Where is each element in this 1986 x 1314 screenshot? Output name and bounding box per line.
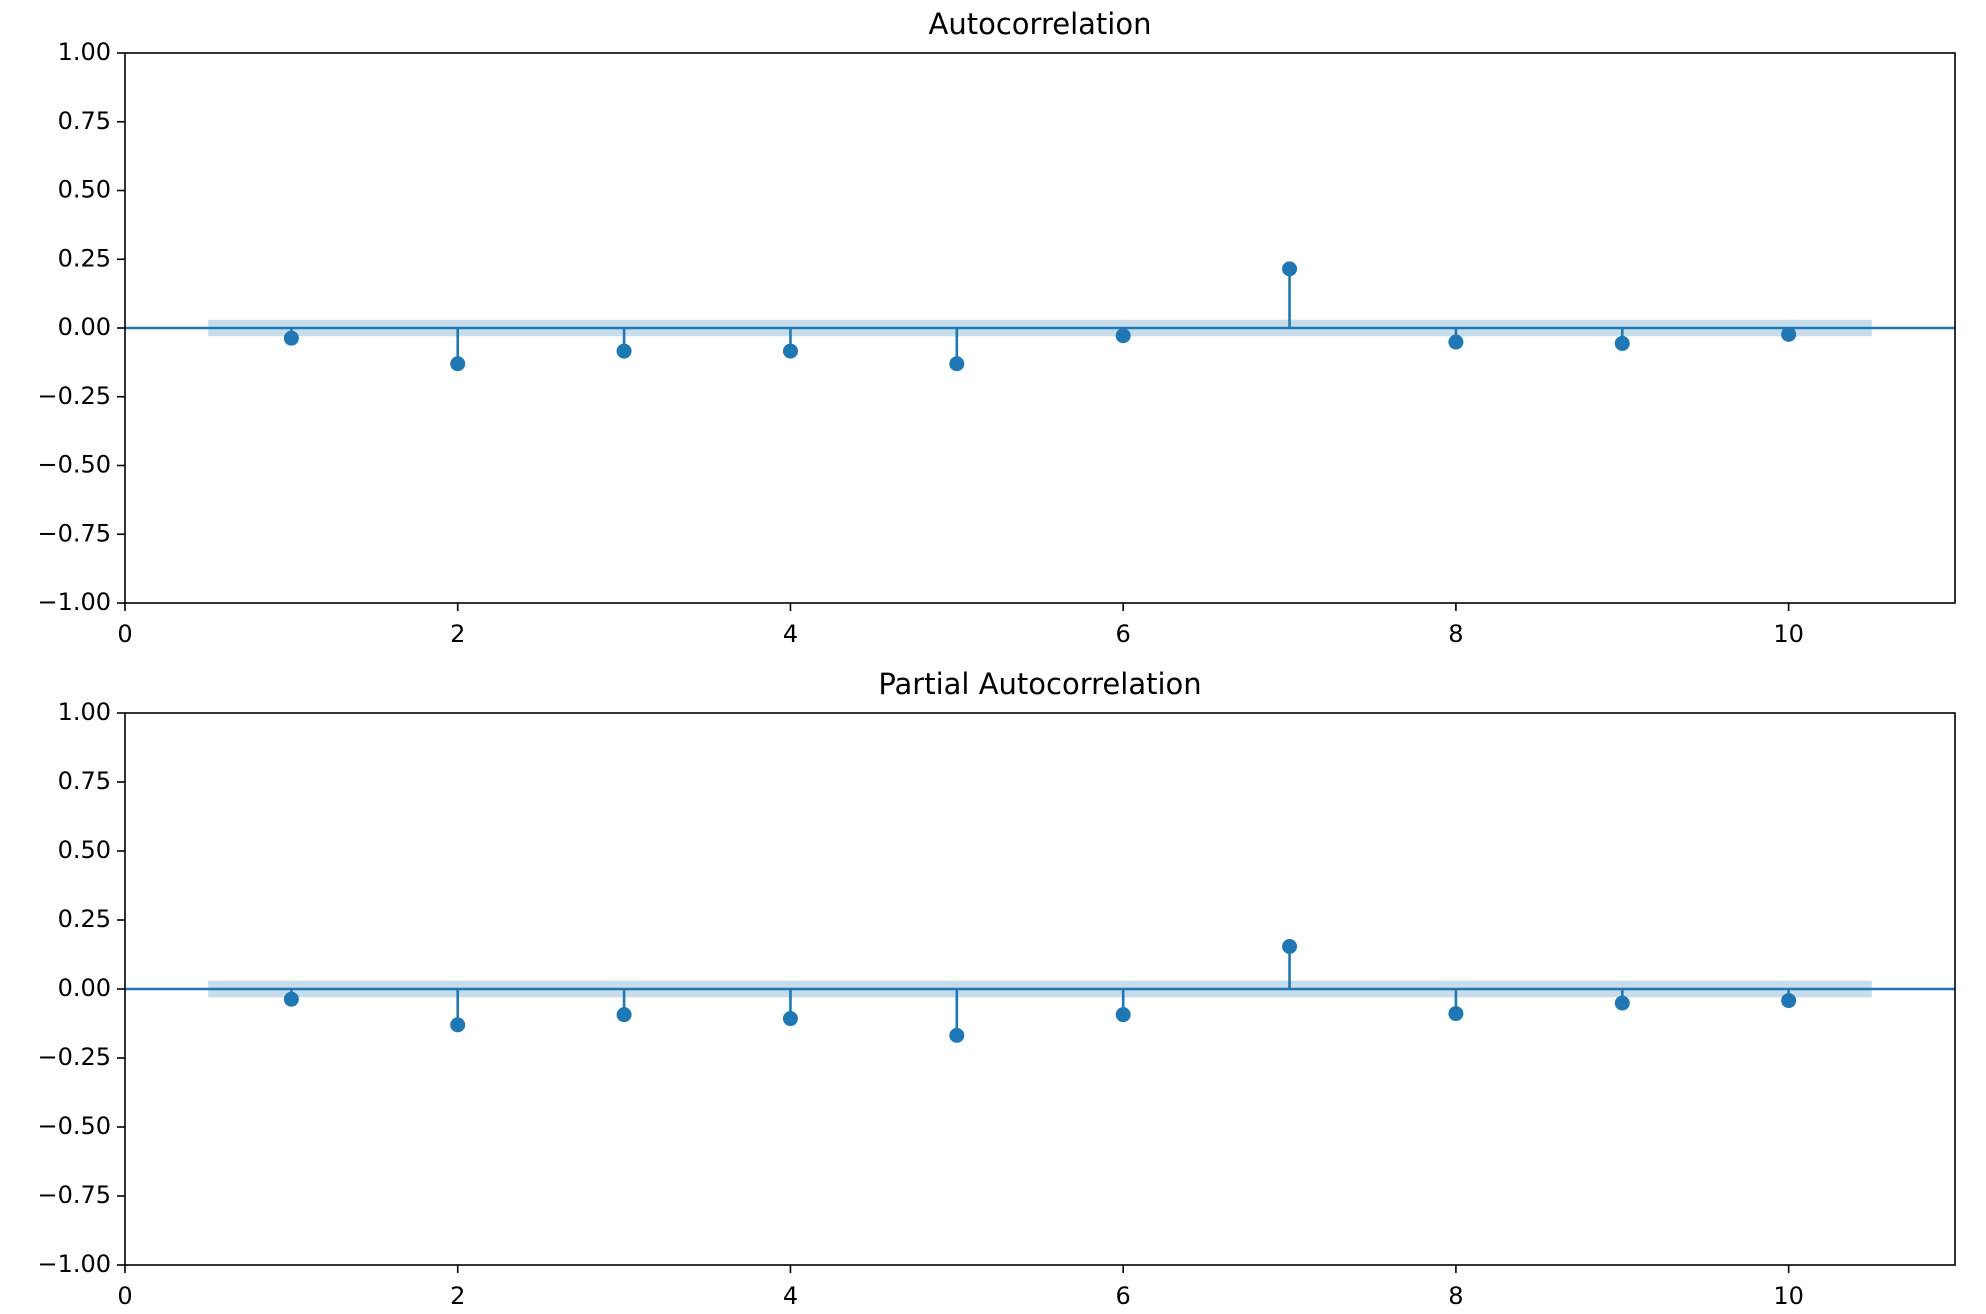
y-tick-label: −1.00: [37, 1250, 111, 1278]
marker: [1448, 1006, 1464, 1022]
marker: [616, 1007, 632, 1023]
y-tick-label: −0.50: [37, 451, 111, 479]
marker: [283, 991, 299, 1007]
x-tick-label: 0: [117, 1282, 132, 1310]
x-tick-label: 6: [1116, 620, 1131, 648]
y-tick-label: 0.75: [58, 107, 111, 135]
marker: [1448, 334, 1464, 350]
marker: [450, 1017, 466, 1033]
chart-title: Partial Autocorrelation: [878, 667, 1201, 701]
marker: [1614, 995, 1630, 1011]
y-tick-label: 1.00: [58, 698, 111, 726]
marker: [949, 356, 965, 372]
marker: [1115, 328, 1131, 344]
y-tick-label: −0.25: [37, 382, 111, 410]
y-tick-label: 0.25: [58, 905, 111, 933]
marker: [1781, 993, 1797, 1009]
marker: [616, 343, 632, 359]
y-tick-label: 0.00: [58, 313, 111, 341]
y-tick-label: 0.50: [58, 836, 111, 864]
y-tick-label: −1.00: [37, 588, 111, 616]
marker: [1115, 1007, 1131, 1023]
y-tick-label: 1.00: [58, 38, 111, 66]
y-tick-label: 0.25: [58, 244, 111, 272]
y-tick-label: 0.75: [58, 767, 111, 795]
y-tick-label: 0.50: [58, 176, 111, 204]
y-tick-label: −0.25: [37, 1043, 111, 1071]
marker: [1781, 326, 1797, 342]
marker: [450, 356, 466, 372]
marker: [949, 1027, 965, 1043]
marker: [1282, 261, 1298, 277]
marker: [1614, 335, 1630, 351]
x-tick-label: 2: [450, 1282, 465, 1310]
y-tick-label: −0.75: [37, 519, 111, 547]
y-tick-label: −0.75: [37, 1181, 111, 1209]
marker: [782, 343, 798, 359]
x-tick-label: 0: [117, 620, 132, 648]
x-tick-label: 6: [1116, 1282, 1131, 1310]
x-tick-label: 8: [1448, 620, 1463, 648]
marker: [1282, 938, 1298, 954]
marker: [782, 1011, 798, 1027]
x-tick-label: 10: [1773, 620, 1804, 648]
y-tick-label: −0.50: [37, 1112, 111, 1140]
x-tick-label: 4: [783, 620, 798, 648]
x-tick-label: 10: [1773, 1282, 1804, 1310]
y-tick-label: 0.00: [58, 974, 111, 1002]
x-tick-label: 8: [1448, 1282, 1463, 1310]
x-tick-label: 2: [450, 620, 465, 648]
chart-title: Autocorrelation: [929, 7, 1152, 41]
marker: [283, 330, 299, 346]
x-tick-label: 4: [783, 1282, 798, 1310]
